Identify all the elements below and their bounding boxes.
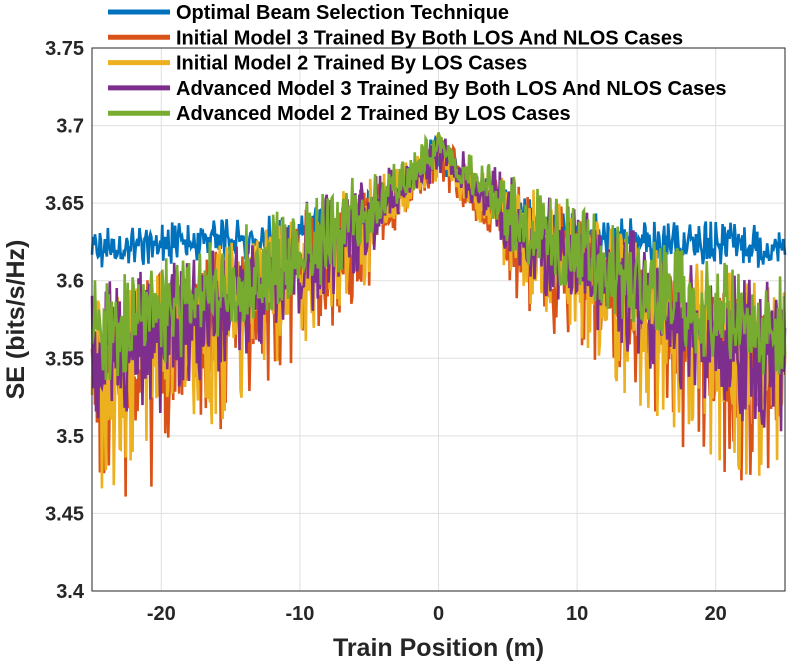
plot-frame [91,47,786,592]
x-tick-label: -20 [147,603,176,625]
series-layer [90,132,787,497]
legend-entry: Optimal Beam Selection Technique [176,2,509,24]
series-line [90,132,787,381]
y-tick-labels: 3.4 3.45 3.5 3.55 3.6 3.65 3.7 3.75 [45,38,85,603]
x-tick-label: 10 [566,603,588,625]
y-tick-label: 3.75 [45,38,84,60]
y-tick-label: 3.65 [45,193,84,215]
legend: Optimal Beam Selection Technique Initial … [108,2,726,125]
x-tick-label: -10 [285,603,314,625]
y-tick-label: 3.6 [56,271,84,293]
legend-entry: Advanced Model 2 Trained By LOS Cases [176,103,571,125]
y-tick-label: 3.45 [45,503,84,525]
x-tick-label: 20 [705,603,727,625]
legend-entry: Initial Model 3 Trained By Both LOS And … [176,27,683,49]
y-tick-label: 3.7 [56,116,84,138]
x-tick-label: 0 [433,603,444,625]
legend-entry: Advanced Model 3 Trained By Both LOS And… [176,78,726,100]
x-tick-labels: -20 -10 0 10 20 [147,603,727,625]
y-tick-label: 3.5 [56,426,84,448]
y-tick-label: 3.4 [56,581,85,603]
y-axis-label: SE (bits/s/Hz) [2,240,30,400]
y-tick-label: 3.55 [45,348,84,370]
legend-entry: Initial Model 2 Trained By LOS Cases [176,53,527,75]
series-line [90,134,787,268]
x-axis-label: Train Position (m) [333,634,544,662]
